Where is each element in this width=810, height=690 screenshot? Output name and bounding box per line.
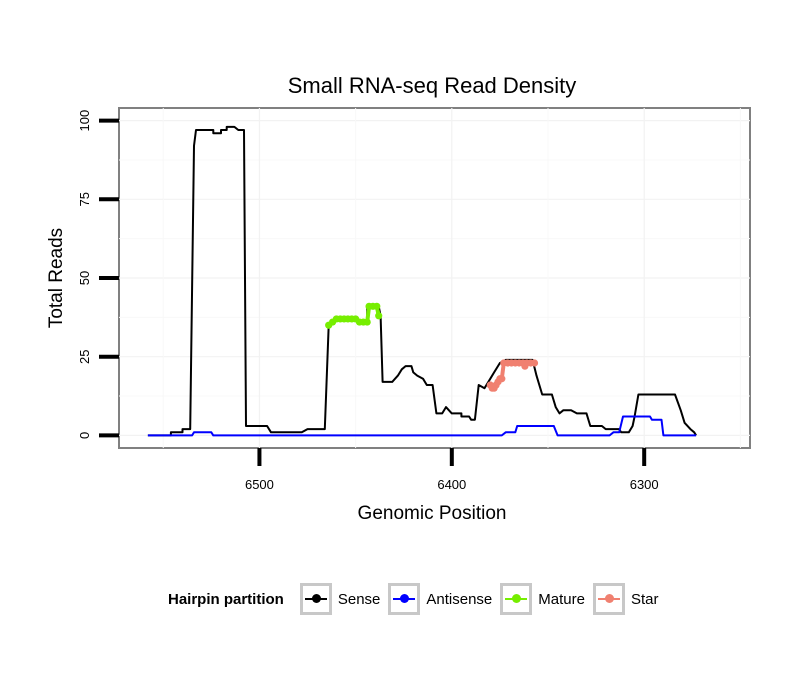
legend: Hairpin partition Sense Antisense Mature…: [168, 577, 666, 621]
chart-svg: Small RNA-seq Read Density 0 25 50 75 100 65…: [46, 73, 751, 524]
legend-item-star: Star: [592, 583, 659, 615]
chart-title: Small RNA-seq Read Density: [288, 73, 577, 98]
legend-title: Hairpin partition: [168, 590, 284, 608]
series-sense-line: [147, 125, 697, 437]
legend-dot: [512, 594, 522, 603]
y-tick-label: 0: [77, 432, 92, 439]
series-mature-point: [373, 302, 381, 310]
y-axis: 0 25 50 75 100: [77, 110, 119, 439]
x-tick-label: 6500: [245, 477, 274, 492]
series-mature-point: [363, 318, 371, 326]
y-tick-label: 100: [77, 110, 92, 132]
x-axis-title: Genomic Position: [358, 503, 507, 524]
x-tick-label: 6300: [630, 477, 659, 492]
x-tick-label: 6400: [437, 477, 466, 492]
legend-dot: [604, 594, 614, 603]
y-axis-title: Total Reads: [46, 228, 67, 328]
legend-item-sense: Sense: [299, 583, 381, 615]
y-tick-label: 75: [77, 192, 92, 206]
legend-label-star: Star: [630, 590, 659, 608]
legend-label-mature: Mature: [538, 590, 585, 608]
series-mature-point: [375, 312, 383, 320]
y-tick-label: 50: [77, 271, 92, 285]
legend-label-sense: Sense: [337, 590, 381, 608]
legend-dot: [311, 594, 321, 603]
x-axis: 6500 6400 6300: [245, 448, 659, 492]
series-layer: [147, 125, 697, 437]
legend-dot: [400, 594, 410, 603]
series-star-point: [530, 359, 539, 367]
legend-item-mature: Mature: [500, 583, 585, 615]
series-star-point: [498, 375, 506, 383]
legend-key-star: [592, 583, 625, 615]
legend-label-antisense: Antisense: [426, 590, 493, 608]
legend-key-antisense: [388, 583, 421, 615]
legend-item-antisense: Antisense: [388, 583, 492, 615]
series-antisense-line: [147, 415, 697, 437]
y-tick-label: 25: [77, 349, 92, 363]
legend-key-sense: [299, 583, 332, 615]
legend-key-mature: [500, 583, 533, 615]
